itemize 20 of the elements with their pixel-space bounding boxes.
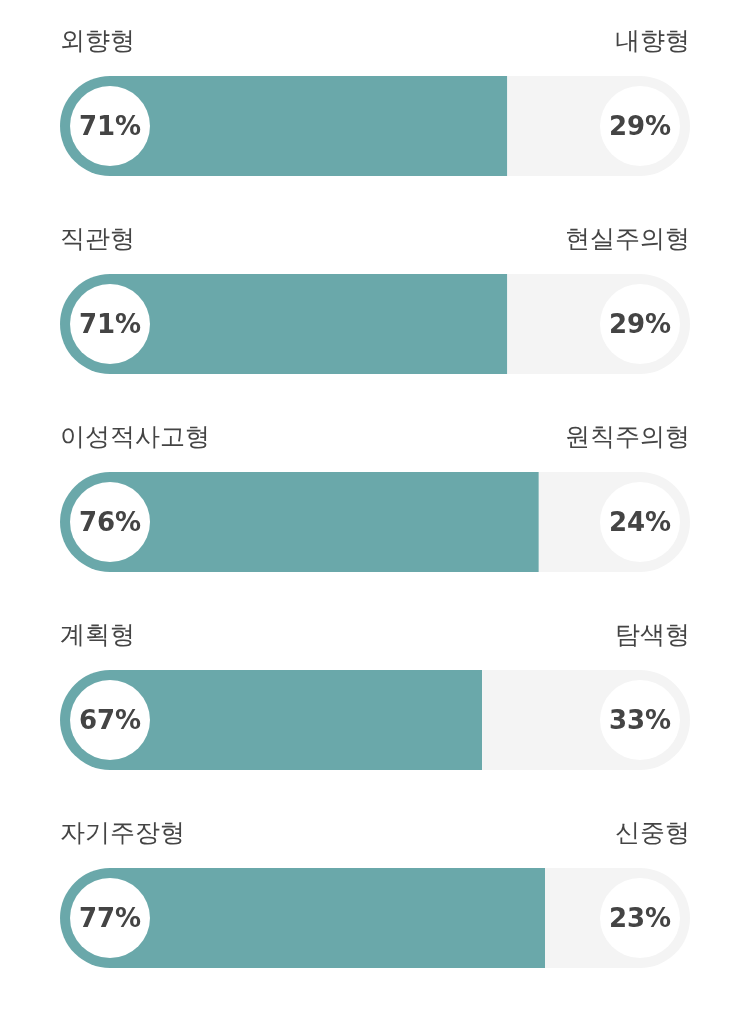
series-label: 탐색형: [615, 620, 690, 649]
series-label: 계획형: [60, 620, 135, 649]
data-label: 23%: [608, 903, 672, 933]
data-label: 29%: [608, 111, 672, 141]
series-label: 내향형: [615, 26, 690, 55]
data-label: 24%: [608, 507, 672, 537]
series-label: 자기주장형: [60, 818, 185, 847]
data-label: 76%: [78, 507, 142, 537]
data-label: 71%: [78, 309, 142, 339]
data-label: 29%: [608, 309, 672, 339]
series-label: 현실주의형: [565, 224, 690, 253]
series-label: 신중형: [615, 818, 690, 847]
data-label: 77%: [78, 903, 142, 933]
data-label: 33%: [608, 705, 672, 735]
data-label: 67%: [78, 705, 142, 735]
series-label: 외향형: [60, 26, 135, 55]
series-label: 원칙주의형: [565, 422, 690, 451]
data-label: 71%: [78, 111, 142, 141]
series-label: 직관형: [60, 224, 135, 253]
series-label: 이성적사고형: [60, 422, 210, 451]
